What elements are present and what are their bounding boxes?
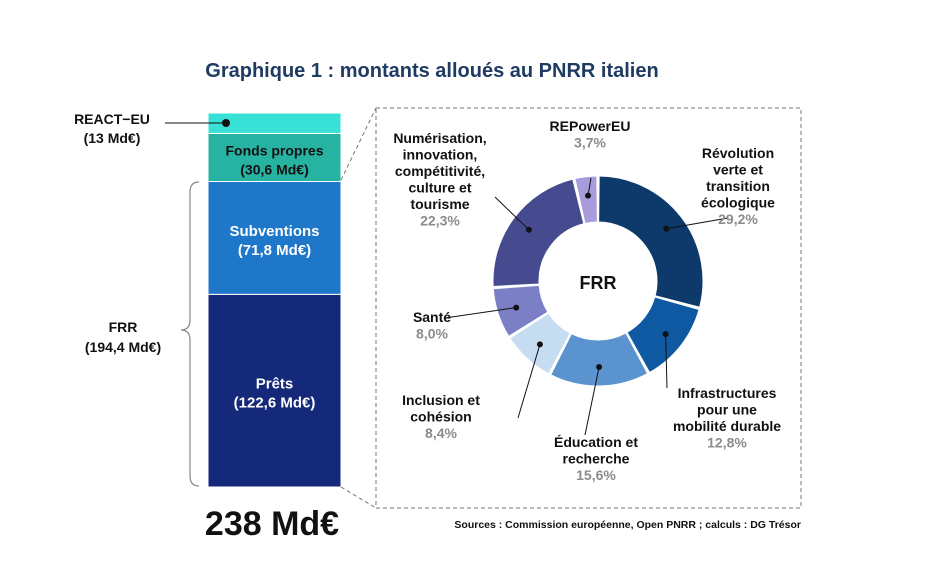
slice-leader	[444, 307, 517, 319]
donut-chart	[492, 175, 704, 387]
slice-leader	[666, 217, 729, 230]
slice-leader	[494, 196, 530, 231]
bar-segment-value: (30,6 Md€)	[240, 161, 308, 177]
slice-label-line: Numérisation,	[393, 130, 486, 146]
slice-label-line: innovation,	[403, 147, 478, 163]
slice-label-line: Inclusion et	[402, 392, 480, 408]
react-eu-value: (13 Md€)	[84, 130, 141, 146]
slice-label-line: Santé	[413, 309, 451, 325]
slice-leader-dot	[536, 341, 543, 348]
slice-label-line: recherche	[563, 451, 630, 467]
slice-percent: 22,3%	[420, 213, 460, 229]
bar-segment-value: (122,6 Md€)	[234, 395, 316, 412]
donut-slice-5	[492, 284, 549, 337]
connector-top	[340, 107, 377, 181]
slice-label-line: mobilité durable	[673, 418, 781, 434]
slice-label-line: tourisme	[410, 196, 469, 212]
slice-leader-dot	[662, 331, 669, 338]
slice-percent: 8,4%	[425, 425, 457, 441]
slice-label-line: Éducation et	[554, 434, 638, 450]
slice-percent: 15,6%	[576, 467, 616, 483]
slice-leader-dot	[525, 226, 532, 233]
slice-label-line: compétitivité,	[395, 163, 485, 179]
donut-center-label: FRR	[580, 273, 617, 293]
source-note: Sources : Commission européenne, Open PN…	[454, 519, 801, 531]
slice-leader	[584, 366, 600, 436]
frr-brace	[180, 181, 200, 487]
slice-label-line: REPowerEU	[550, 118, 631, 134]
slice-percent: 29,2%	[718, 211, 758, 227]
slice-label-line: verte et	[713, 162, 763, 178]
slice-percent: 3,7%	[574, 135, 606, 151]
bar-segment-1	[207, 293, 342, 488]
donut-slice-3	[550, 332, 649, 387]
donut-slice-7	[574, 175, 598, 225]
bar-segment-name: Subventions	[229, 223, 319, 240]
connector-bottom	[340, 486, 377, 509]
slice-leader-dot	[596, 363, 603, 370]
slice-label-line: Révolution	[702, 145, 774, 161]
frr-panel-frame	[375, 107, 802, 509]
slice-leader-dot	[585, 192, 592, 199]
slice-leader-dot	[513, 304, 520, 311]
frr-name: FRR	[109, 319, 138, 335]
react-eu-name: REACT−EU	[74, 111, 150, 127]
slice-percent: 8,0%	[416, 326, 448, 342]
slice-label-line: culture et	[408, 180, 471, 196]
slice-percent: 12,8%	[707, 435, 747, 451]
donut-slice-1	[598, 175, 704, 308]
donut-slice-6	[492, 178, 585, 287]
slice-leader	[665, 334, 668, 389]
stacked-bar: Prêts (122,6 Md€) Subventions (71,8 Md€) Fon…	[207, 112, 342, 488]
total-amount: 238 Md€	[205, 505, 339, 543]
bar-segment-name: Prêts	[256, 376, 294, 393]
chart-title: Graphique 1 : montants alloués au PNRR i…	[205, 60, 658, 82]
slice-leader	[517, 344, 541, 419]
slice-label-line: cohésion	[410, 409, 471, 425]
bar-segment-2	[207, 181, 342, 295]
slice-label-line: écologique	[701, 195, 775, 211]
slice-leader-dot	[663, 225, 670, 232]
react-eu-marker	[222, 119, 230, 127]
slice-label-line: transition	[706, 178, 770, 194]
frr-value: (194,4 Md€)	[85, 339, 161, 355]
bar-segment-value: (71,8 Md€)	[238, 242, 311, 259]
slice-label-line: pour une	[697, 402, 757, 418]
donut-leaders	[444, 177, 729, 436]
bar-segment-name: Fonds propres	[225, 142, 323, 158]
slice-label-line: Infrastructures	[678, 385, 777, 401]
